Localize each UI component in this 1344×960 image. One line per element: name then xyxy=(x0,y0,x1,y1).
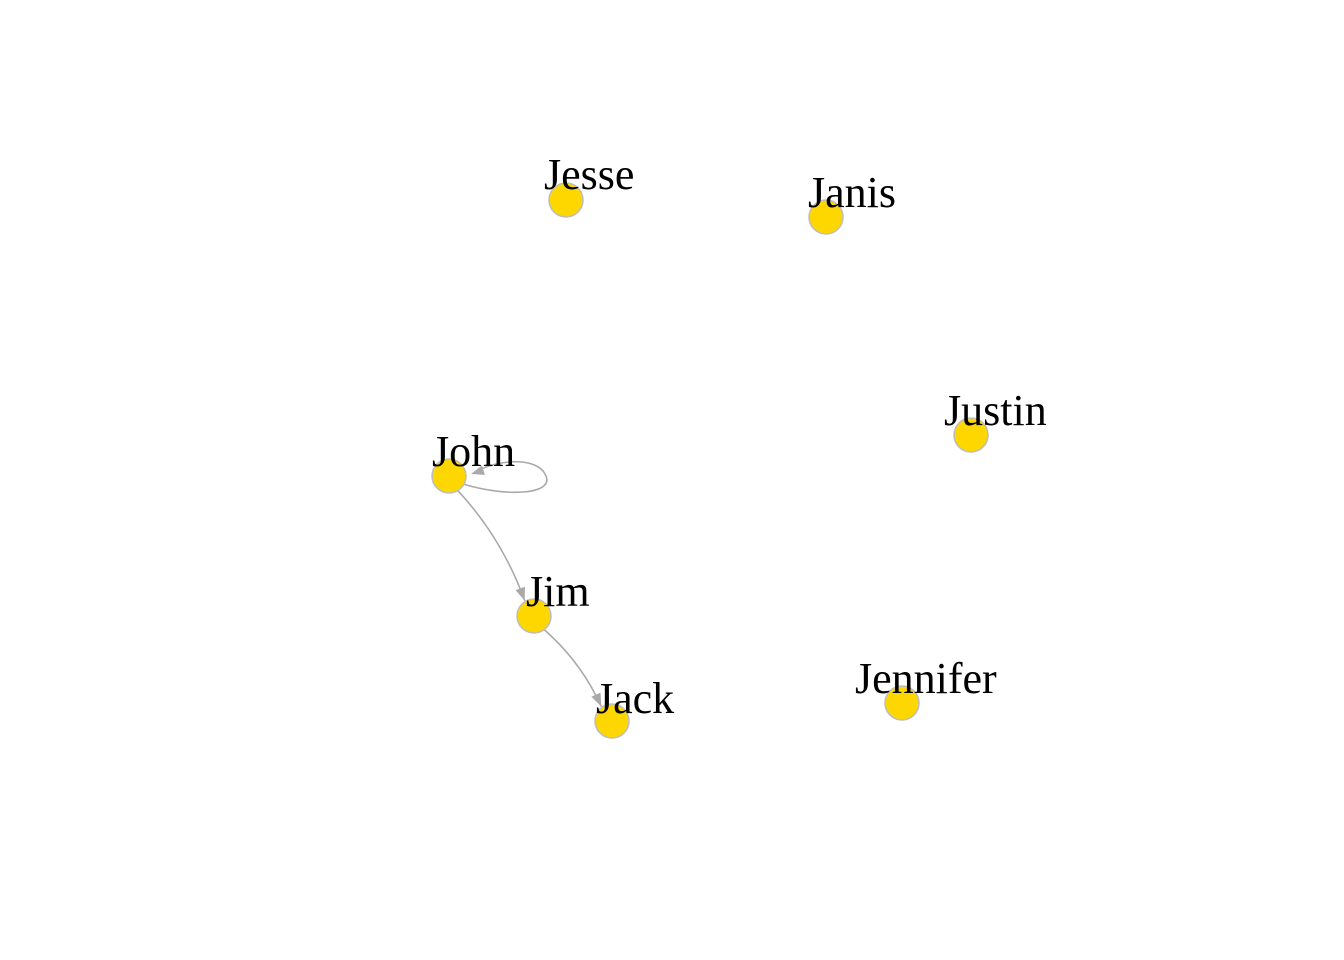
nodes-layer: Jesse Janis Justin John Jim Jack Jennifer xyxy=(431,150,1047,739)
edge-arrowhead xyxy=(471,465,485,475)
node-label: Jennifer xyxy=(855,654,997,703)
edge-john-jim xyxy=(457,489,526,601)
edge-arrowhead xyxy=(515,586,525,601)
edge-line xyxy=(457,489,526,601)
edge-line xyxy=(543,629,602,707)
node-jim: Jim xyxy=(516,567,590,634)
node-circle xyxy=(548,182,584,218)
edge-john-john xyxy=(462,460,548,494)
node-label: Jack xyxy=(596,674,674,723)
node-jennifer: Jennifer xyxy=(855,654,997,721)
node-label: Jim xyxy=(526,567,590,616)
edges-layer xyxy=(457,460,602,707)
node-label: Justin xyxy=(944,386,1047,435)
node-label: John xyxy=(432,427,515,476)
node-label: Janis xyxy=(808,168,896,217)
node-circle xyxy=(953,417,989,453)
node-circle xyxy=(431,458,467,494)
node-jesse: Jesse xyxy=(544,150,634,218)
node-circle xyxy=(884,685,920,721)
edge-arrowhead xyxy=(591,692,602,707)
node-label: Jesse xyxy=(544,150,634,199)
node-circle xyxy=(516,598,552,634)
node-circle xyxy=(594,703,630,739)
node-jack: Jack xyxy=(594,674,674,739)
node-john: John xyxy=(431,427,515,494)
node-justin: Justin xyxy=(944,386,1047,453)
node-circle xyxy=(808,199,844,235)
edge-line xyxy=(462,460,548,494)
node-janis: Janis xyxy=(808,168,896,235)
edge-jim-jack xyxy=(543,629,602,707)
